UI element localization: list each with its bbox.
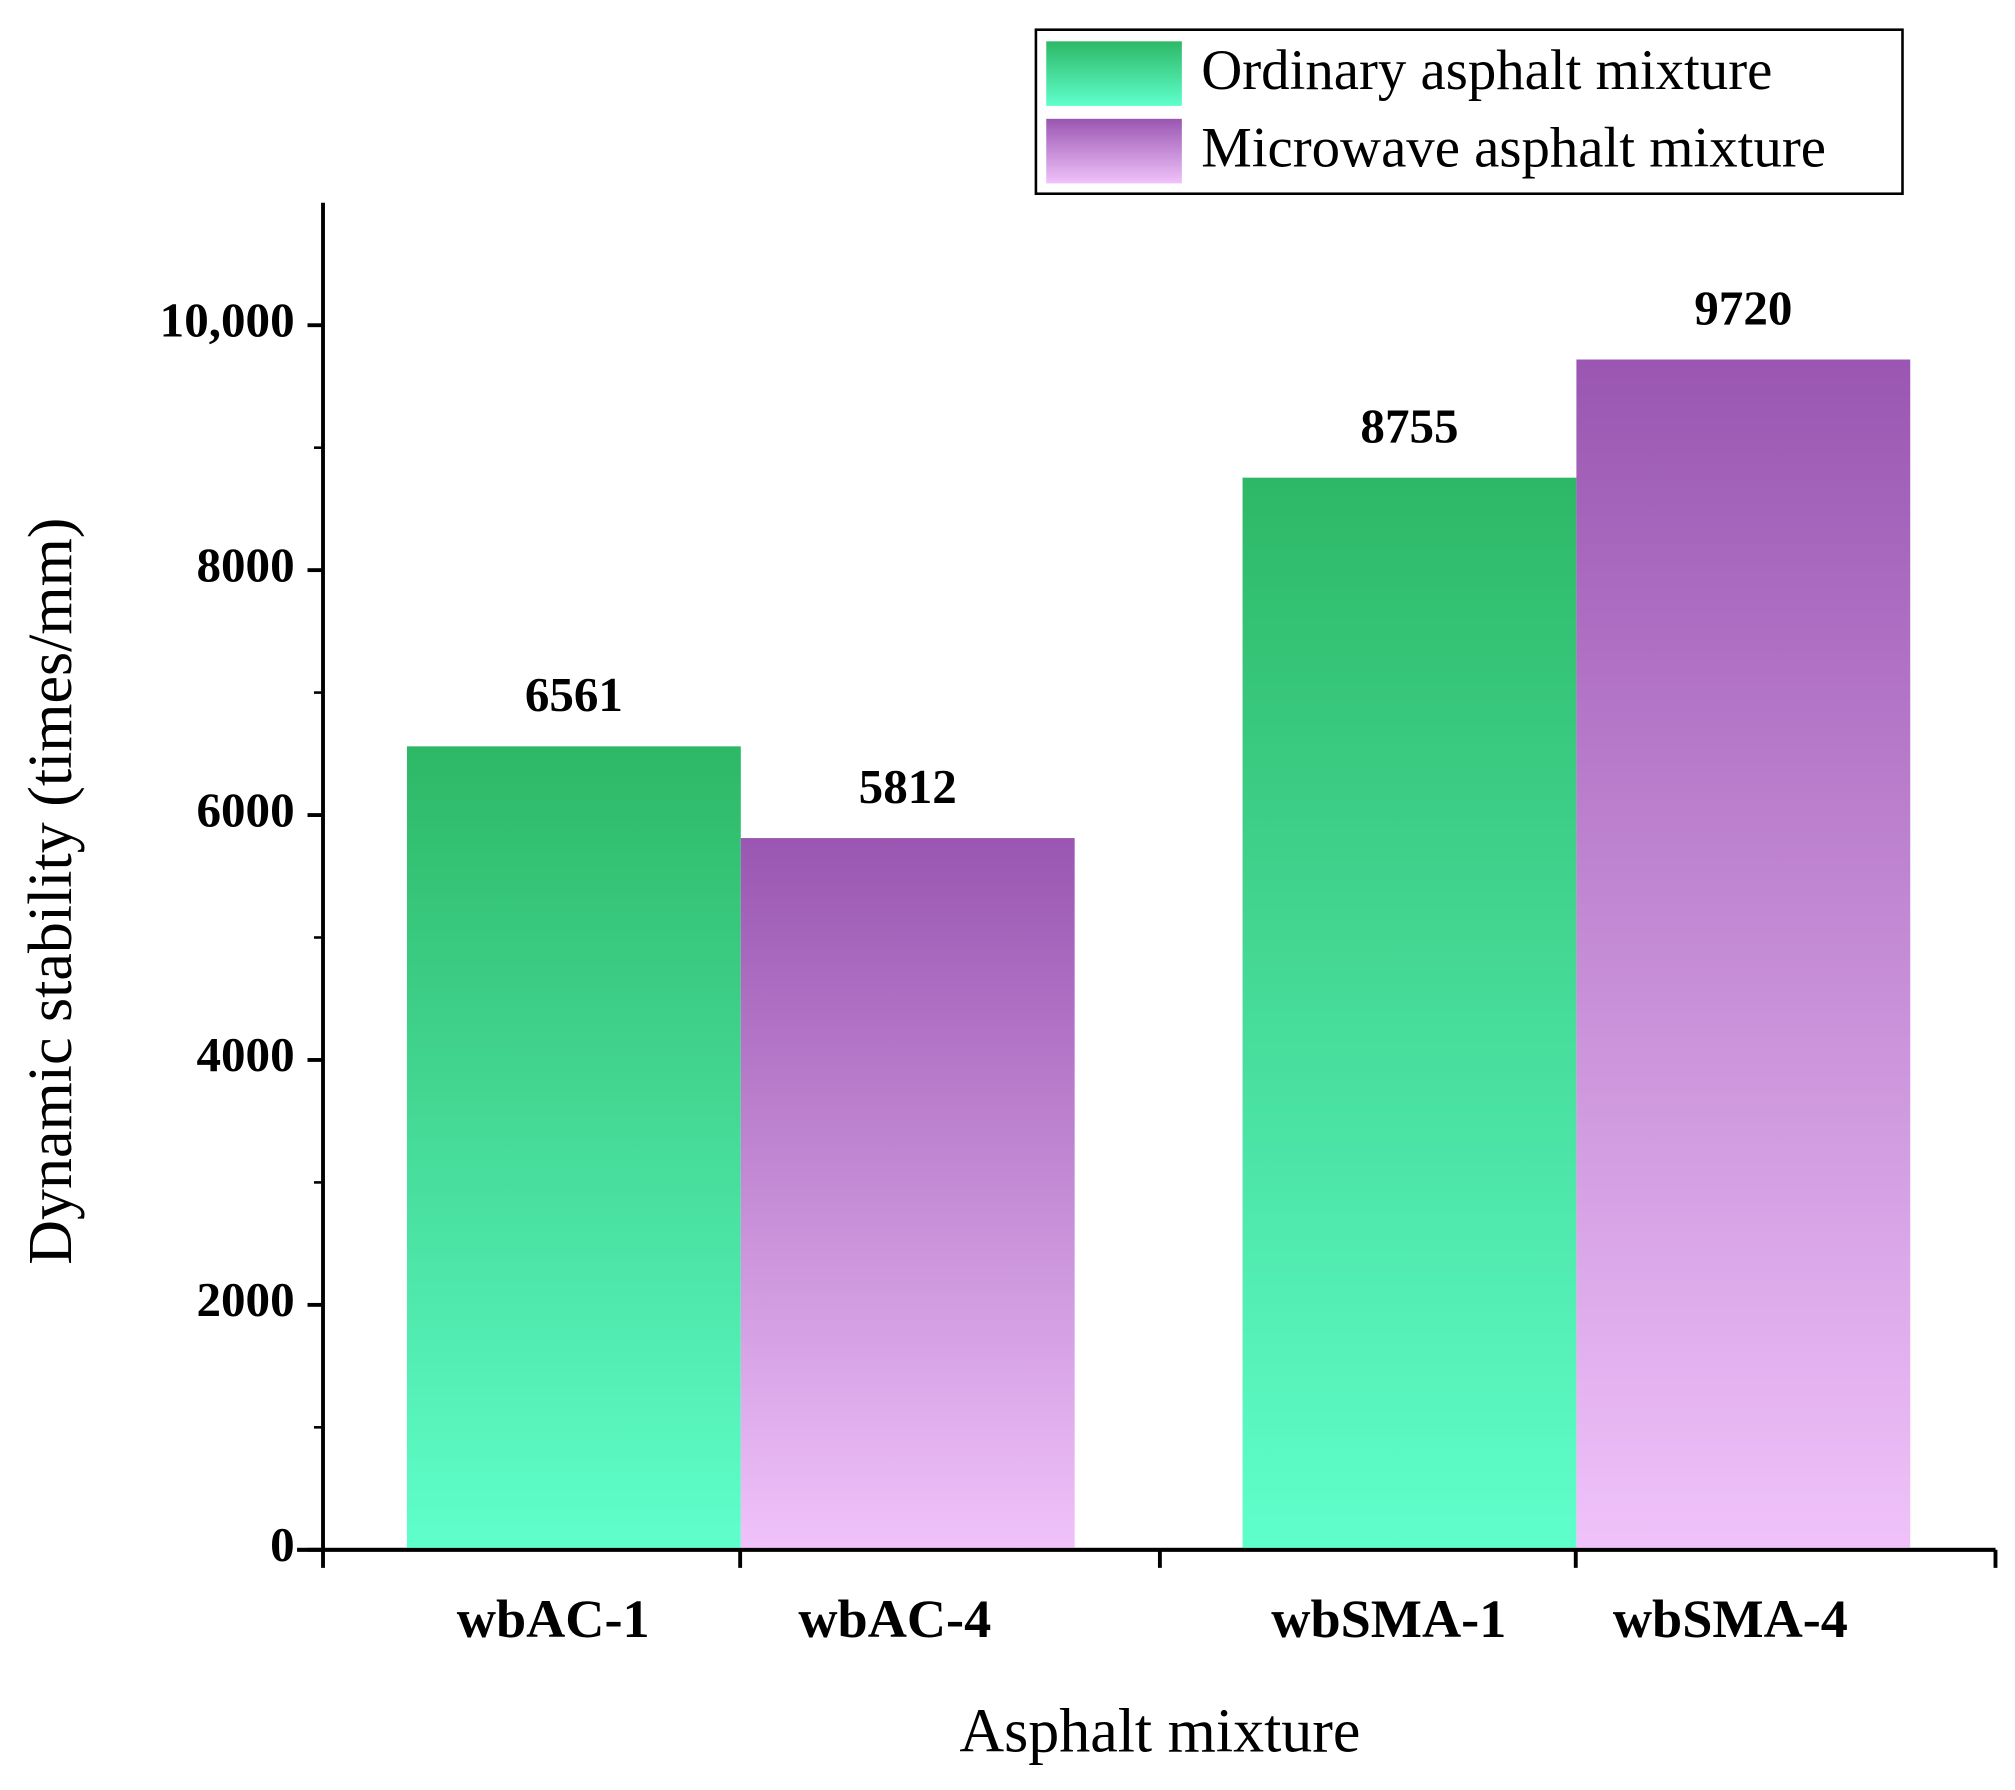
- legend-label: Microwave asphalt mixture: [1201, 117, 1826, 180]
- x-axis-title: Asphalt mixture: [959, 1697, 1360, 1765]
- x-tick-label: wbSMA-4: [1613, 1589, 1848, 1649]
- value-label: 6561: [525, 667, 623, 722]
- legend-label: Ordinary asphalt mixture: [1201, 39, 1772, 102]
- y-tick-label: 4000: [196, 1027, 294, 1082]
- value-label: 5812: [859, 759, 957, 814]
- y-tick-label: 2000: [196, 1272, 294, 1327]
- legend-swatch: [1046, 41, 1182, 106]
- y-tick-label: 0: [270, 1517, 295, 1572]
- y-tick-label: 6000: [196, 782, 294, 837]
- x-tick-label: wbAC-1: [457, 1589, 650, 1649]
- bar: [740, 838, 1075, 1550]
- y-axis-title: Dynamic stability (times/mm): [17, 518, 85, 1265]
- bar: [406, 746, 741, 1550]
- y-tick-label: 8000: [196, 537, 294, 592]
- legend-swatch: [1046, 118, 1182, 184]
- y-tick-label: 10,000: [160, 292, 295, 347]
- bar: [1242, 477, 1577, 1550]
- x-tick-label: wbSMA-1: [1271, 1589, 1506, 1649]
- x-tick-label: wbAC-4: [798, 1589, 991, 1649]
- value-label: 8755: [1360, 398, 1458, 453]
- value-label: 9720: [1694, 280, 1792, 335]
- bar: [1576, 359, 1911, 1550]
